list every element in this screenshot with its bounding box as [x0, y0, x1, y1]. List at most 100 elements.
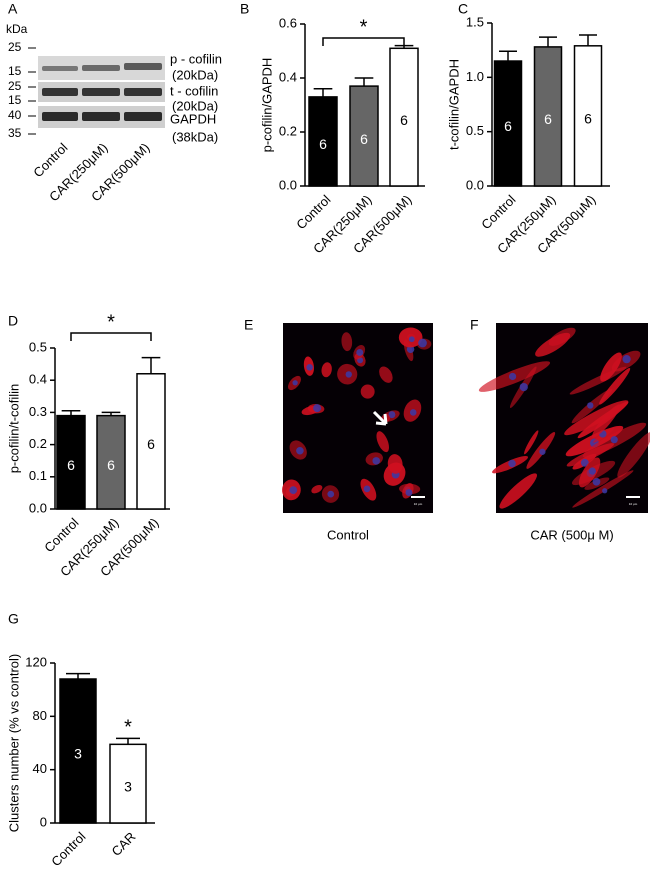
panel-letter: G: [8, 611, 19, 627]
band-label: t - cofilin: [170, 83, 218, 98]
cell: [524, 430, 539, 455]
nucleus: [292, 380, 298, 386]
x-tick-label: Control: [293, 192, 333, 232]
bar: [308, 96, 338, 187]
nucleus: [363, 485, 371, 493]
nucleus: [388, 411, 396, 419]
y-tick-label: 0.0: [29, 500, 47, 515]
nucleus: [409, 409, 417, 416]
y-tick-label: 0.0: [279, 177, 297, 192]
bar: [389, 47, 419, 187]
nucleus: [610, 436, 618, 444]
bar: [96, 414, 126, 510]
nucleus: [602, 488, 608, 494]
significance-bracket: [322, 37, 405, 46]
band-label: GAPDH: [170, 111, 216, 126]
cell: [376, 431, 389, 453]
y-tick-label: 1.0: [466, 69, 484, 84]
value-label: 6: [544, 111, 552, 127]
nucleus: [508, 372, 517, 381]
y-tick-label: 0.3: [29, 404, 47, 419]
nucleus: [296, 446, 304, 455]
blot-panel: A kDa 25 15 25 15 40 35 p - cofilin (20k…: [6, 1, 222, 205]
y-axis-label: Clusters number (% vs control): [6, 654, 21, 832]
y-tick-label: 0.4: [279, 69, 297, 84]
significance-star: *: [107, 311, 115, 333]
y-tick-label: 0.5: [466, 123, 484, 138]
significance-star: *: [124, 717, 132, 739]
nucleus: [580, 458, 589, 467]
cell: [321, 362, 332, 378]
y-axis-label: t-cofilin/GAPDH: [446, 59, 461, 150]
blot-bands: [42, 63, 162, 121]
cell: [360, 384, 375, 399]
marker: 15: [8, 93, 22, 107]
nucleus: [588, 467, 596, 475]
marker: 25: [8, 79, 22, 93]
bar: [59, 678, 97, 824]
cell: [341, 332, 353, 352]
bar: [493, 60, 523, 187]
y-tick-label: 120: [25, 654, 47, 669]
x-tick-label: Control: [48, 829, 88, 869]
cell: [617, 432, 650, 478]
value-label: 6: [400, 112, 408, 128]
cell: [379, 366, 393, 383]
significance-bracket: [70, 332, 152, 341]
significance-star: *: [360, 16, 368, 38]
nucleus: [622, 355, 631, 364]
value-label: 6: [319, 136, 327, 152]
cell: [599, 368, 631, 405]
marker: 25: [8, 40, 22, 54]
nucleus: [306, 363, 313, 371]
cell: [548, 327, 576, 346]
arrow: [372, 410, 388, 426]
value-label: 3: [74, 746, 82, 762]
band-label: (20kDa): [172, 67, 218, 82]
band-label: (38kDa): [172, 129, 218, 144]
value-label: 6: [360, 131, 368, 147]
panel-letter: B: [240, 1, 249, 17]
cell: [499, 473, 538, 509]
micrograph: 10 μm: [478, 323, 650, 513]
y-axis-label: p-cofilin/GAPDH: [259, 58, 274, 153]
marker: 40: [8, 108, 22, 122]
y-tick-label: 0.2: [279, 123, 297, 138]
image-caption: Control: [327, 527, 369, 542]
scale-label: 10 μm: [629, 502, 638, 506]
unit-label: kDa: [6, 22, 28, 36]
value-label: 6: [107, 457, 115, 473]
nucleus: [408, 336, 415, 343]
marker-ticks: [28, 47, 36, 135]
y-tick-label: 80: [33, 708, 47, 723]
bar: [56, 414, 86, 510]
panel-letter: C: [458, 1, 468, 17]
y-tick-label: 0.5: [29, 339, 47, 354]
nucleus: [289, 486, 298, 494]
value-label: 3: [124, 778, 132, 794]
value-label: 6: [67, 457, 75, 473]
y-tick-label: 0: [40, 814, 47, 829]
y-axis-label: p-cofilin/t-cofilin: [6, 384, 21, 474]
nucleus: [539, 448, 546, 455]
value-label: 6: [584, 111, 592, 127]
nucleus: [519, 382, 528, 392]
x-tick-label: CAR: [109, 829, 139, 859]
nucleus: [418, 338, 427, 348]
bar: [533, 46, 563, 187]
scale-label: 10 μm: [414, 502, 423, 506]
y-tick-label: 40: [33, 761, 47, 776]
micrograph: 10 μm: [282, 323, 433, 513]
value-label: 6: [147, 436, 155, 452]
bar: [349, 85, 379, 187]
marker: 15: [8, 64, 22, 78]
bar: [573, 45, 603, 187]
bar: [109, 743, 147, 824]
nucleus: [587, 402, 594, 409]
panel-letter: A: [8, 1, 18, 17]
bar: [136, 373, 166, 510]
cell: [311, 484, 323, 494]
band-label: p - cofilin: [170, 51, 222, 66]
panel-letter: F: [470, 317, 479, 333]
